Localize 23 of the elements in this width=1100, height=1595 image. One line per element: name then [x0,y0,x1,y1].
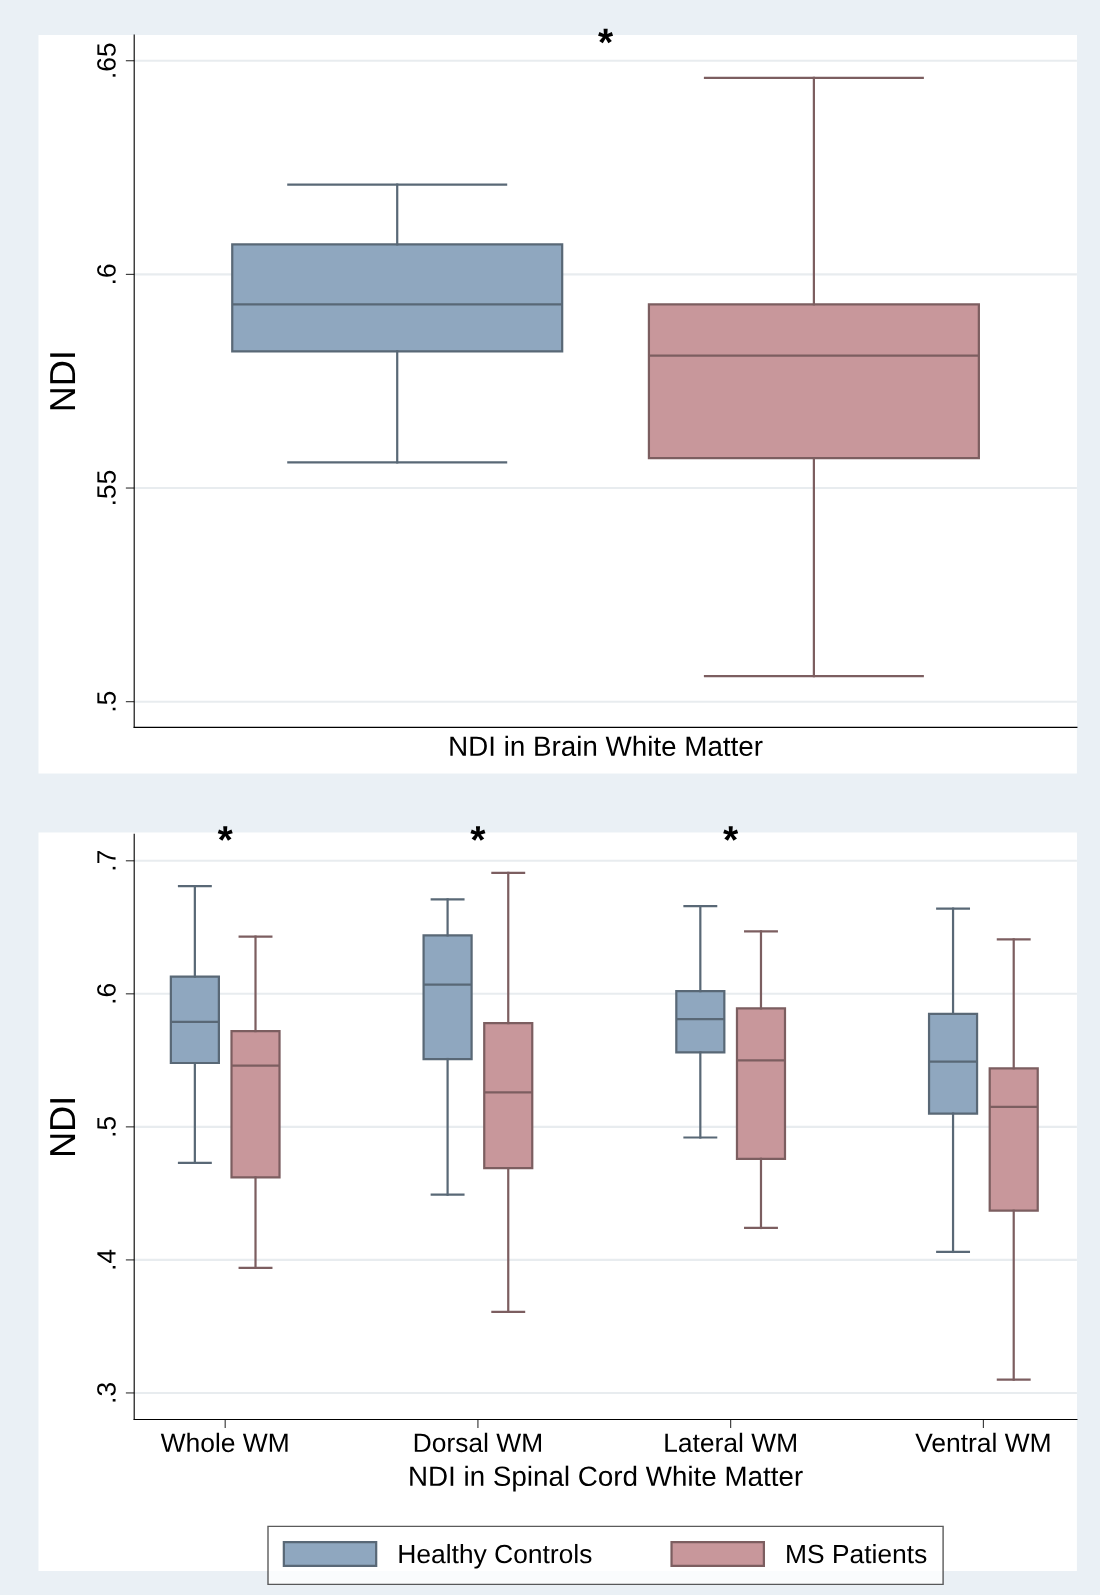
annotation: * [723,826,739,841]
y-tick-label: .6 [97,264,116,283]
x-axis-title: NDI in Brain White Matter [450,735,763,757]
x-tick-label: Whole WM [160,1432,288,1453]
y-tick-label: .6 [97,983,116,1003]
y-tick-label: .3 [97,1383,116,1402]
x-axis-title: NDI in Spinal Cord White Matter [410,1465,803,1492]
y-tick-label: .7 [97,851,116,870]
x-tick-label: Lateral WM [665,1432,796,1453]
x-tick-label: Dorsal WM [414,1432,541,1453]
y-tick-label: .4 [97,1249,116,1269]
x-tick-label: Ventral WM [915,1432,1050,1453]
y-axis-title: NDI [50,1099,76,1155]
y-tick-label: .5 [97,1116,116,1136]
y-tick-label: .65 [97,43,116,77]
annotation: * [598,28,614,44]
legend-label: Healthy Controls [399,1543,592,1569]
y-axis-title: NDI [50,353,76,410]
y-tick-label: .5 [97,691,116,711]
legend-label: MS Patients [787,1543,927,1564]
annotation: * [470,826,486,841]
annotation: * [217,826,233,841]
y-tick-label: .55 [97,470,116,504]
